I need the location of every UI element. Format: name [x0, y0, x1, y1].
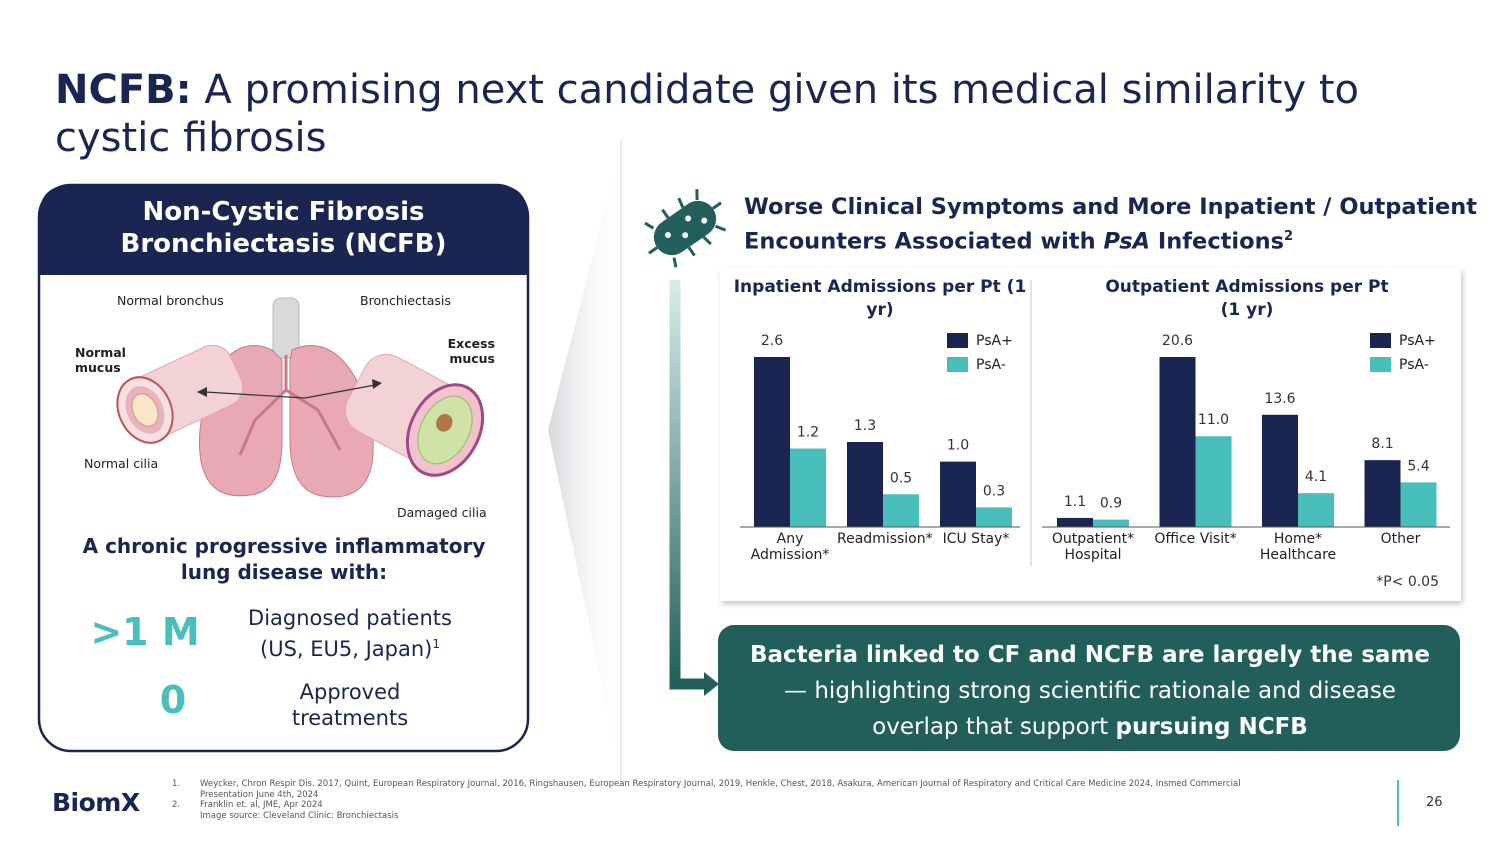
bar	[790, 448, 826, 527]
page-number: 26	[1426, 795, 1443, 810]
legend-swatch	[1370, 333, 1391, 348]
x-tick-label: Other	[1380, 531, 1421, 547]
right-heading-rest: Infections	[1157, 228, 1284, 255]
image-label: Bronchiectasis	[360, 293, 451, 308]
callout-bold: Bacteria linked to CF and NCFB are large…	[750, 642, 1430, 668]
callout-text: Bacteria linked to CF and NCFB are large…	[745, 637, 1435, 745]
logo: BiomX	[52, 788, 140, 817]
right-heading-italic: PsA	[1103, 228, 1151, 255]
connector-wedge	[548, 150, 620, 770]
slide-title: NCFB: A promising next candidate given i…	[55, 66, 1435, 162]
x-tick-label: Any Admission*	[750, 531, 830, 563]
legend-swatch	[947, 357, 968, 372]
bar	[1400, 482, 1437, 527]
value-label: 20.6	[1162, 333, 1193, 349]
x-tick-label: Readmission*	[837, 531, 933, 547]
stat-value: >1 M	[90, 610, 200, 654]
bar	[847, 442, 883, 527]
chart-title: Inpatient Admissions per Pt (1 yr)	[733, 277, 1027, 320]
left-panel-heading: Non-Cystic Fibrosis Bronchiectasis (NCFB…	[120, 197, 447, 259]
value-label: 1.0	[947, 438, 969, 454]
bar	[754, 357, 790, 527]
bar	[1195, 436, 1232, 527]
value-label: 1.3	[854, 418, 876, 434]
bar	[976, 507, 1012, 527]
footnote-text: Weycker, Chron Respir Dis. 2017, Quint, …	[200, 779, 1241, 800]
callout-bold: pursuing NCFB	[1115, 714, 1308, 740]
right-heading-text: Worse Clinical Symptoms and More Inpatie…	[744, 194, 1478, 255]
value-label: 11.0	[1198, 412, 1229, 428]
value-label: 0.5	[890, 470, 912, 486]
bar	[1364, 460, 1401, 527]
stat-value: 0	[159, 678, 187, 722]
x-tick-label: Outpatient* Hospital	[1051, 531, 1135, 563]
chart-note: *P< 0.05	[1376, 574, 1439, 590]
chart-title: Outpatient Admissions per Pt (1 yr)	[1105, 277, 1389, 320]
lung-illustration	[116, 297, 485, 498]
callout-box	[718, 625, 1460, 751]
title-bold: NCFB:	[55, 67, 192, 113]
x-tick-label: Office Visit*	[1154, 531, 1237, 547]
title-text: A promising next candidate given its med…	[55, 67, 1360, 161]
value-label: 5.4	[1407, 458, 1429, 474]
value-label: 8.1	[1371, 436, 1393, 452]
bar	[1057, 517, 1093, 527]
bar	[1262, 414, 1298, 527]
flow-arrow	[669, 280, 705, 690]
footnote-ref: 2	[1284, 229, 1294, 244]
image-label: Excess mucus	[447, 336, 495, 366]
value-label: 0.3	[983, 483, 1005, 499]
value-label: 13.6	[1264, 391, 1295, 407]
image-label: Normal bronchus	[117, 293, 224, 308]
flow-arrowhead	[704, 672, 719, 696]
legend-label: PsA-	[1399, 357, 1429, 373]
footnote-ref: 1	[432, 637, 440, 651]
bar	[883, 494, 919, 527]
bar	[1159, 357, 1196, 527]
footnotes: 1. Weycker, Chron Respir Dis. 2017, Quint…	[172, 779, 1292, 821]
stat-label: Approved treatments	[291, 680, 409, 730]
bar	[940, 461, 976, 527]
chart-card	[720, 268, 1461, 601]
footnote-number: 1.	[172, 779, 181, 789]
value-label: 0.9	[1100, 496, 1122, 512]
image-source: Image source: Cleveland Clinic: Bronchie…	[200, 810, 399, 821]
left-panel-subheading: A chronic progressive inflammatory lung …	[82, 534, 486, 584]
legend-label: PsA+	[1399, 333, 1436, 349]
value-label: 1.1	[1064, 494, 1086, 510]
footnote: 2. Franklin et. al, JME, Apr 2024	[172, 800, 1292, 811]
image-label: Damaged cilia	[397, 505, 487, 520]
legend-label: PsA-	[976, 357, 1006, 373]
image-label: Normal mucus	[75, 345, 126, 375]
footnote: 1. Weycker, Chron Respir Dis. 2017, Quint…	[172, 779, 1292, 800]
stat-label: Diagnosed patients (US, EU5, Japan)1	[235, 605, 465, 662]
stat-label-text: Diagnosed patients (US, EU5, Japan)	[248, 606, 452, 661]
legend-swatch	[947, 333, 968, 348]
footnote-text: Franklin et. al, JME, Apr 2024	[200, 800, 323, 810]
value-label: 4.1	[1305, 469, 1327, 485]
left-panel-header	[39, 185, 528, 275]
bacteria-icon	[644, 189, 727, 268]
x-tick-label: ICU Stay*	[942, 531, 1010, 547]
bar	[1093, 519, 1129, 527]
callout-middle: — highlighting strong scientific rationa…	[784, 678, 1396, 740]
value-label: 1.2	[797, 425, 819, 441]
image-label: Normal cilia	[84, 456, 159, 471]
footnote-number: 2.	[172, 800, 181, 810]
bar	[1298, 493, 1334, 527]
legend-label: PsA+	[976, 333, 1013, 349]
x-tick-label: Home* Healthcare	[1259, 531, 1337, 563]
legend-swatch	[1370, 357, 1391, 372]
right-heading: Worse Clinical Symptoms and More Inpatie…	[744, 192, 1484, 257]
value-label: 2.6	[761, 333, 783, 349]
